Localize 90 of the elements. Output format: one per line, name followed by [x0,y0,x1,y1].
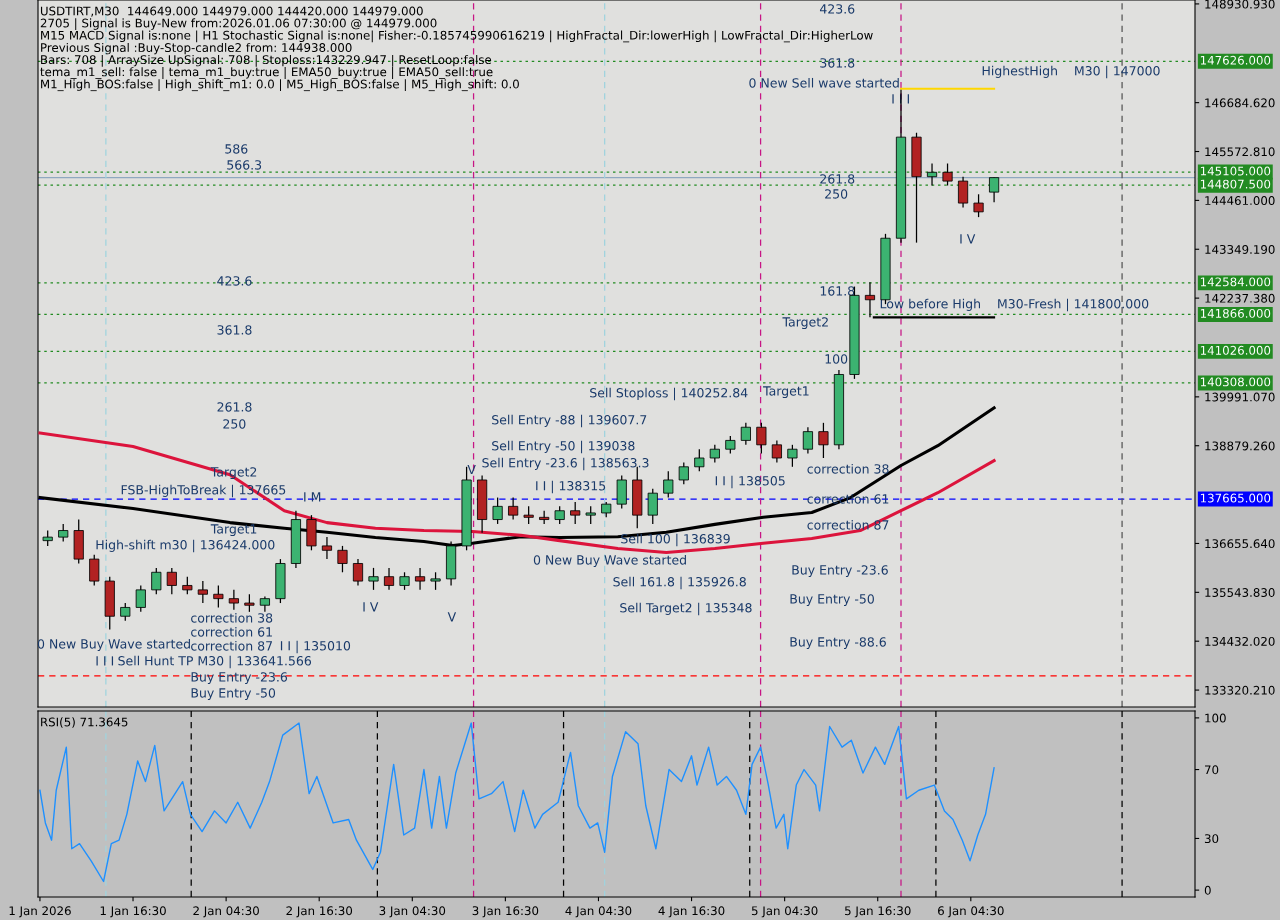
annotation: 361.8 [820,58,855,68]
y-tick-label: 148930.930 [1205,0,1275,9]
annotation: 100 [825,354,848,364]
annotation: I I | 135010 [280,640,351,654]
annotation: I I | 138315 [536,480,606,494]
annotation: Sell 161.8 | 135926.8 [613,576,746,590]
ref-line-label: 147626.000 [1200,55,1271,65]
annotation: correction 87 [807,519,889,530]
annotation: M15 MACD Signal is:none | H1 Stochastic Signal is:none| Fisher:-0.185745990616219 | HighFractal_Dir:lowerHigh | LowFractal_Dir:HigherLow [41,30,873,43]
annotation: Target2 [782,317,828,330]
annotation: I V [363,602,379,612]
y-tick-label: 0 [1204,885,1211,895]
annotation: tema_m1_sell: false | tema_m1_buy:true | EMA50_buy:true | EMA50_sell:true [40,67,493,79]
annotation: Target1 [763,386,809,399]
annotation: 423.6 [819,4,855,14]
x-tick-label: 4 Jan 16:30 [658,906,725,918]
x-tick-label: 4 Jan 04:30 [565,906,632,918]
ref-line-label: 141866.000 [1200,308,1271,318]
y-tick-label: 142237.380 [1205,293,1275,303]
annotation: Sell Entry -88 | 139607.7 [492,414,647,428]
x-tick-label: 1 Jan 2026 [9,906,71,918]
annotation: correction 61 [191,626,272,637]
ref-line-label: 137665.000 [1200,493,1271,503]
annotation: Buy Entry -23.6 [792,565,888,578]
annotation: 0 New Sell wave started [749,77,899,88]
annotation: 566.3 [227,160,262,170]
ref-line-label: 144807.500 [1200,179,1271,189]
annotation: USDTIRT,M30 144649.000 144979.000 144420.000 144979.000 [40,6,423,17]
annotation: I I I [892,94,909,104]
y-tick-label: 134432.020 [1205,636,1275,646]
annotation: 361.8 [217,325,252,335]
x-tick-label: 2 Jan 04:30 [193,906,259,918]
annotation: Low before High M30-Fresh | 141800.000 [880,298,1149,312]
annotation: I I | 138505 [715,475,785,489]
x-tick-label: 2 Jan 16:30 [286,906,353,918]
annotation: Sell Entry -50 | 139038 [492,440,635,454]
annotation: 261.8 [217,402,252,412]
y-tick-label: 135543.830 [1205,588,1275,597]
annotation: 0 New Buy Wave started [533,554,686,568]
y-tick-label: 144461.000 [1205,196,1275,206]
annotation: V [447,612,457,622]
annotation: correction 38 [807,463,889,474]
annotation: V [467,465,476,475]
annotation: I I I [96,656,114,666]
y-tick-label: 30 [1204,834,1219,844]
ref-line-label: 145105.000 [1200,166,1271,176]
annotation: 2705 | Signal is Buy-New from:2026.01.06 07:30:00 @ 144979.000 [40,18,437,31]
annotation: 261.8 [820,174,855,184]
annotation: Bars: 708 | ArraySize UpSignal: 708 | Stoploss:143229.947 | ResetLoop:false [41,54,492,67]
x-tick-label: 1 Jan 16:30 [100,906,166,918]
x-tick-label: 5 Jan 16:30 [845,906,911,918]
annotation: 250 [825,189,848,199]
annotation: Sell Hunt TP M30 | 133641.566 [118,655,312,669]
annotation: Sell Target2 | 135348 [620,602,752,616]
annotation: Buy Entry -23.6 [191,672,288,685]
y-tick-label: 145572.810 [1205,147,1275,157]
annotation: I M [304,492,321,502]
annotation: M1_High_BOS:false | High_shift_m1: 0.0 | M5_High_BOS:false | M5_High_shift: 0.0 [41,79,519,92]
annotation: correction 87 [191,640,273,651]
y-tick-label: 139991.070 [1205,392,1275,402]
y-tick-label: 133320.210 [1205,685,1275,695]
annotation: 161.8 [820,286,855,296]
annotation: Buy Entry -50 [790,594,874,607]
annotation: 586 [225,144,248,154]
annotation: Buy Entry -88.6 [790,637,886,650]
ref-line-label: 142584.000 [1200,277,1271,287]
annotation: RSI(5) 71.3645 [41,717,128,728]
y-tick-label: 100 [1205,713,1226,723]
y-tick-label: 143349.190 [1205,244,1275,254]
ref-line-label: 141026.000 [1200,345,1271,355]
annotation: 423.6 [217,276,252,286]
y-tick-label: 136655.640 [1205,539,1275,549]
annotation: Target1 [210,524,257,537]
y-tick-label: 70 [1205,765,1219,775]
annotation: Previous Signal :Buy-Stop-candle2 from: 144938.000 [41,42,352,55]
x-tick-label: 6 Jan 04:30 [938,906,1004,918]
y-tick-label: 138879.260 [1205,441,1275,451]
y-tick-label: 146684.620 [1205,98,1275,108]
annotation: HighestHigh M30 | 147000 [982,65,1160,79]
annotation: I V [960,234,976,244]
x-tick-label: 5 Jan 04:30 [751,906,818,918]
x-tick-label: 3 Jan 16:30 [472,906,539,918]
ref-line-label: 140308.000 [1200,377,1271,387]
annotation: Sell Entry -23.6 | 138563.3 [482,457,649,471]
x-tick-label: 3 Jan 04:30 [379,906,446,918]
annotation: Buy Entry -50 [191,688,276,701]
annotation: High-shift m30 | 136424.000 [96,539,275,553]
annotation: correction 38 [191,612,273,623]
annotation: 250 [223,419,246,429]
annotation: Sell Stoploss | 140252.84 [590,387,748,401]
